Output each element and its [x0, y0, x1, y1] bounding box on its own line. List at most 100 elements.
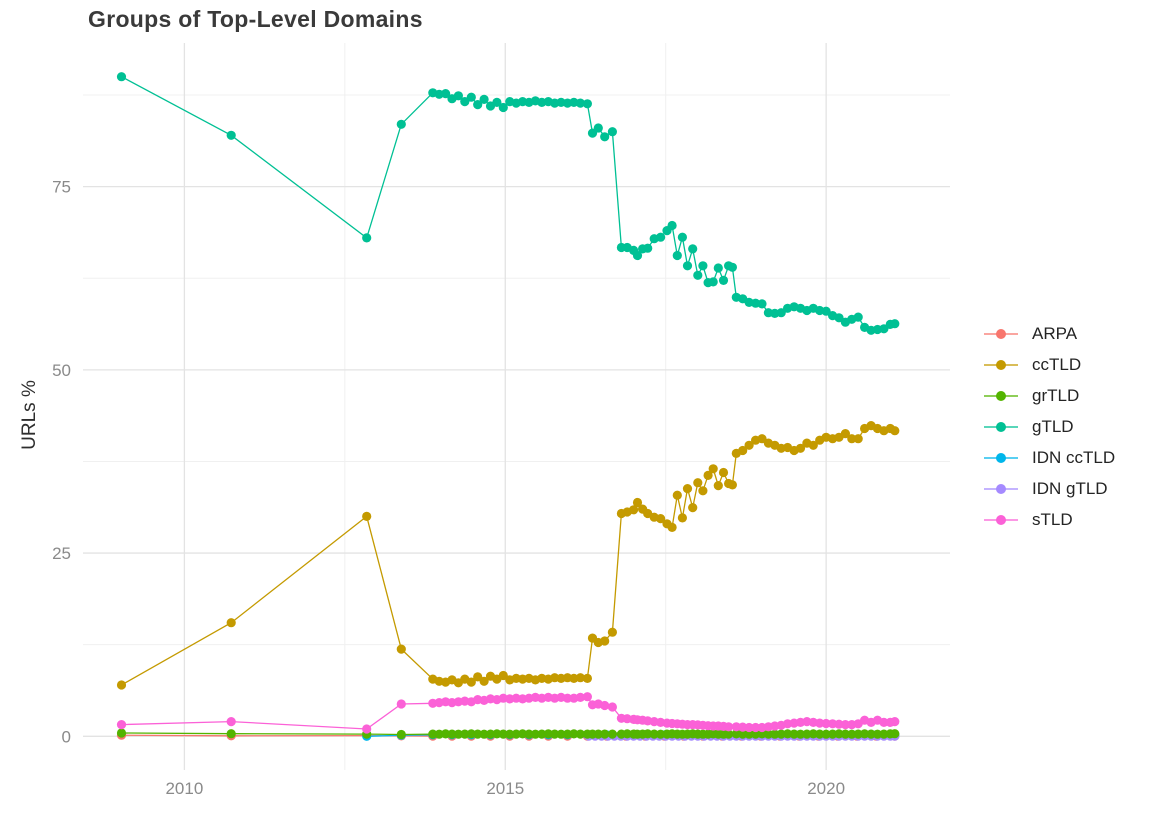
data-point-gtld	[672, 250, 682, 261]
data-point-cctld	[738, 445, 748, 456]
legend-key-icon	[984, 390, 1018, 402]
data-point-grtld	[808, 729, 818, 739]
data-point-cctld	[853, 434, 863, 444]
data-point-cctld	[362, 511, 372, 521]
data-point-cctld	[698, 486, 708, 496]
data-point-cctld	[466, 677, 476, 687]
data-point-stld	[879, 717, 889, 728]
data-point-grtld	[763, 729, 774, 739]
legend-item-grtld: grTLD	[984, 380, 1115, 411]
data-point-grtld	[834, 729, 844, 739]
data-point-grtld	[600, 729, 610, 739]
data-point-cctld	[718, 467, 729, 478]
legend-label: IDN gTLD	[1032, 478, 1108, 498]
data-point-gtld	[460, 97, 470, 107]
x-tick-label: 2010	[165, 779, 203, 798]
data-point-grtld	[593, 729, 603, 739]
data-point-stld	[562, 693, 573, 703]
legend-key-icon	[984, 328, 1018, 340]
data-point-gtld	[453, 91, 463, 101]
data-point-grtld	[724, 729, 734, 739]
data-point-grtld	[828, 729, 838, 739]
legend-item-cctld: ccTLD	[984, 349, 1115, 380]
data-point-grtld	[518, 729, 528, 739]
data-point-stld	[396, 699, 406, 709]
data-point-cctld	[656, 514, 666, 524]
data-point-cctld	[582, 673, 593, 684]
data-point-grtld	[622, 729, 632, 739]
data-point-grtld	[890, 729, 900, 739]
data-point-grtld	[795, 729, 806, 739]
data-point-grtld	[562, 729, 573, 739]
data-point-gtld	[441, 89, 451, 99]
data-point-grtld	[428, 729, 438, 739]
legend-key-icon	[984, 421, 1018, 433]
data-point-grtld	[505, 729, 515, 739]
data-point-gtld	[834, 313, 844, 323]
data-point-grtld	[731, 729, 741, 739]
y-tick-label: 25	[52, 544, 71, 563]
data-point-gtld	[718, 275, 729, 285]
data-point-gtld	[727, 262, 738, 272]
data-point-gtld	[656, 232, 666, 242]
data-point-gtld	[362, 233, 372, 243]
data-point-grtld	[860, 729, 870, 739]
data-point-grtld	[569, 729, 579, 739]
data-point-cctld	[116, 680, 127, 690]
data-point-grtld	[744, 729, 754, 739]
data-point-gtld	[890, 319, 900, 329]
data-point-grtld	[396, 729, 406, 740]
data-point-cctld	[479, 676, 489, 686]
data-point-grtld	[847, 729, 857, 739]
data-point-cctld	[688, 503, 698, 513]
data-point-cctld	[890, 426, 900, 436]
data-point-grtld	[479, 729, 489, 739]
data-point-gtld	[600, 132, 610, 142]
data-point-stld	[821, 718, 831, 729]
data-point-gtld	[593, 123, 603, 133]
data-point-grtld	[537, 729, 547, 739]
data-point-grtld	[453, 729, 463, 739]
data-point-gtld	[575, 98, 586, 108]
data-point-gtld	[693, 270, 703, 280]
legend-item-stld: sTLD	[984, 504, 1115, 535]
data-point-cctld	[498, 670, 508, 681]
data-point-cctld	[708, 464, 718, 474]
data-point-cctld	[795, 443, 806, 453]
data-point-gtld	[821, 306, 831, 316]
data-point-gtld	[466, 92, 476, 102]
data-point-gtld	[116, 72, 127, 82]
data-point-grtld	[492, 729, 502, 739]
data-point-cctld	[396, 644, 406, 654]
data-point-grtld	[550, 729, 560, 739]
data-point-grtld	[879, 729, 889, 739]
data-point-stld	[582, 692, 593, 702]
legend-label: ccTLD	[1032, 354, 1082, 374]
data-point-gtld	[498, 102, 508, 113]
y-tick-label: 50	[52, 361, 71, 380]
data-point-gtld	[677, 232, 688, 242]
data-point-gtld	[492, 97, 502, 107]
data-point-cctld	[575, 673, 586, 683]
data-point-gtld	[682, 261, 693, 271]
data-point-grtld	[511, 729, 521, 739]
data-point-grtld	[656, 729, 666, 739]
data-point-grtld	[821, 729, 831, 739]
data-point-stld	[724, 722, 734, 732]
data-point-cctld	[682, 484, 693, 494]
data-point-grtld	[783, 729, 793, 739]
data-point-grtld	[802, 729, 812, 739]
data-point-gtld	[643, 243, 653, 253]
data-point-grtld	[498, 729, 508, 739]
data-point-gtld	[473, 100, 483, 110]
data-point-cctld	[744, 440, 754, 450]
series-line-cctld	[121, 424, 896, 686]
data-point-gtld	[667, 220, 677, 231]
data-point-stld	[226, 717, 236, 727]
data-point-cctld	[757, 434, 767, 444]
data-point-grtld	[815, 729, 825, 739]
legend-item-idn-cctld: IDN ccTLD	[984, 442, 1115, 473]
data-point-gtld	[688, 244, 698, 254]
data-point-cctld	[808, 440, 818, 450]
